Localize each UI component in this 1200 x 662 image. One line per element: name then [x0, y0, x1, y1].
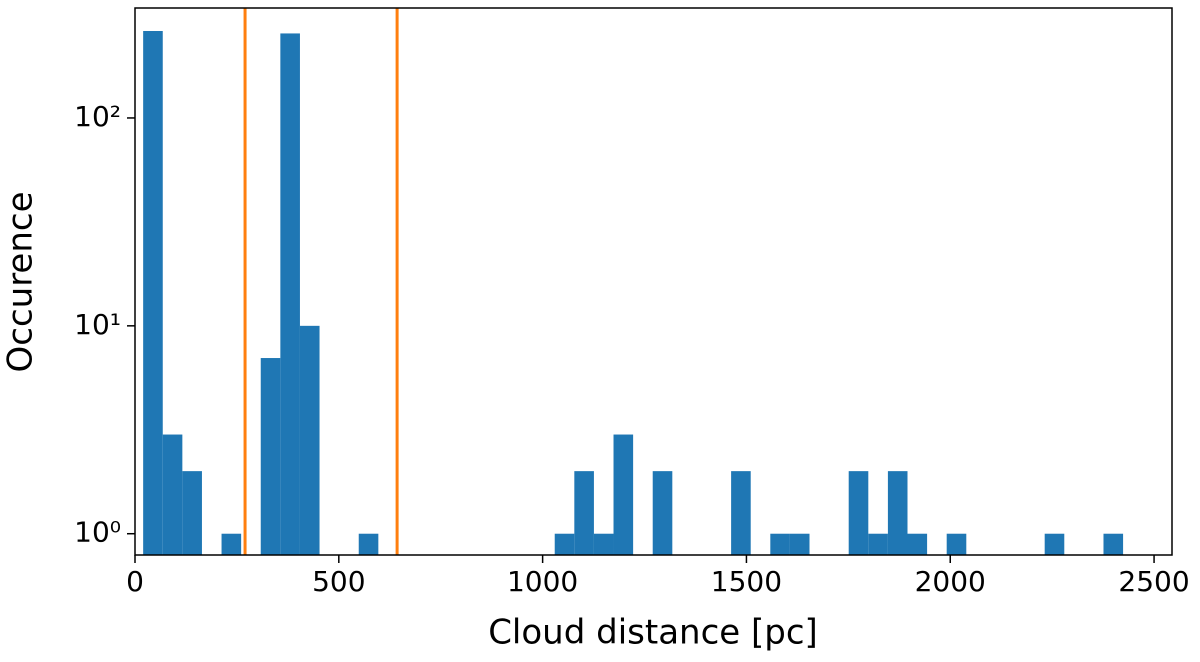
bar [574, 471, 594, 555]
bar [652, 471, 673, 555]
bar [280, 33, 300, 555]
y-tick-label: 10² [74, 100, 121, 133]
bar [907, 533, 928, 555]
x-tick-label: 2500 [1118, 565, 1189, 598]
x-tick-label: 1000 [507, 565, 578, 598]
bar [770, 533, 790, 555]
bar [593, 533, 614, 555]
bar [182, 471, 202, 555]
x-tick-label: 0 [126, 565, 144, 598]
bar [221, 533, 242, 555]
bar [789, 533, 810, 555]
y-tick-label: 10⁰ [74, 516, 121, 549]
bar [731, 471, 751, 555]
x-tick-label: 1500 [711, 565, 782, 598]
bar [613, 434, 634, 555]
x-axis-label: Cloud distance [pc] [488, 613, 818, 653]
bar [358, 533, 379, 555]
bar [868, 533, 888, 555]
bar [162, 434, 183, 555]
y-axis-label: Occurence [1, 191, 41, 372]
plot-frame [134, 7, 1173, 556]
bar [887, 471, 908, 555]
bar [554, 533, 575, 555]
bar [848, 471, 869, 555]
bar [143, 30, 163, 555]
bar [1044, 533, 1065, 555]
y-tick-label: 10¹ [74, 308, 121, 341]
x-tick-label: 2000 [915, 565, 986, 598]
bar [1103, 533, 1124, 555]
x-tick-label: 500 [312, 565, 365, 598]
bar [946, 533, 967, 555]
bar [260, 358, 281, 555]
bar [299, 325, 320, 555]
